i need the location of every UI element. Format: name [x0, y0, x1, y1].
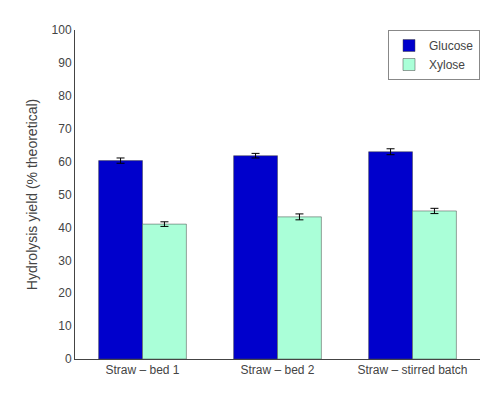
svg-text:0: 0 — [65, 352, 72, 366]
svg-text:Glucose: Glucose — [429, 39, 473, 53]
svg-text:Straw – bed 2: Straw – bed 2 — [240, 363, 314, 377]
svg-text:60: 60 — [58, 155, 72, 169]
svg-text:Hydrolysis yield (% theoretica: Hydrolysis yield (% theoretical) — [24, 99, 40, 290]
svg-text:Xylose: Xylose — [429, 58, 465, 72]
svg-text:100: 100 — [52, 23, 72, 37]
svg-text:Straw – bed 1: Straw – bed 1 — [105, 363, 179, 377]
svg-text:Straw – stirred batch: Straw – stirred batch — [357, 363, 467, 377]
svg-text:70: 70 — [58, 122, 72, 136]
svg-text:90: 90 — [58, 56, 72, 70]
svg-text:80: 80 — [58, 89, 72, 103]
svg-text:50: 50 — [58, 188, 72, 202]
svg-text:40: 40 — [58, 221, 72, 235]
svg-text:20: 20 — [58, 286, 72, 300]
svg-text:10: 10 — [58, 319, 72, 333]
svg-text:30: 30 — [58, 253, 72, 267]
